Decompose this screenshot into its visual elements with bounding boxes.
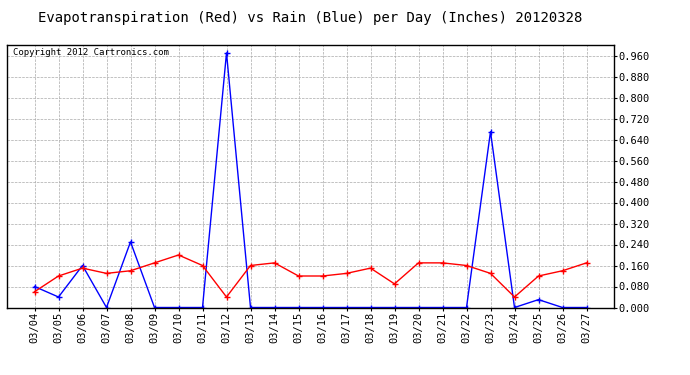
Text: Evapotranspiration (Red) vs Rain (Blue) per Day (Inches) 20120328: Evapotranspiration (Red) vs Rain (Blue) … <box>39 11 582 25</box>
Text: Copyright 2012 Cartronics.com: Copyright 2012 Cartronics.com <box>13 48 169 57</box>
